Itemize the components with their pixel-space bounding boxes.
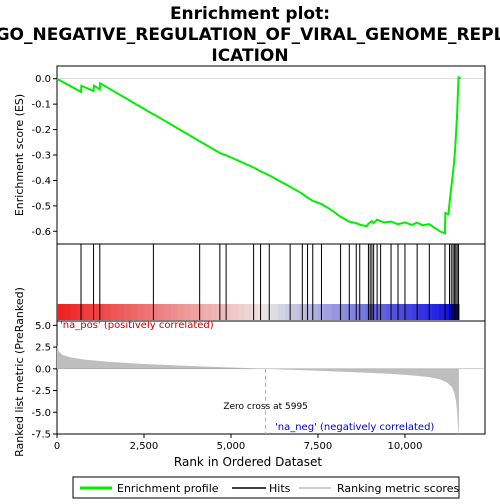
heatmap-segment [184,304,192,320]
heatmap-segment [298,304,306,320]
legend-enrichment-label: Enrichment profile [117,482,219,495]
heatmap-segment [137,304,145,320]
negative-correlation-label: 'na_neg' (negatively correlated) [275,422,434,433]
metric-area-path [57,345,459,434]
heatmap-segment [123,304,132,320]
x-tick-label: 10,000 [387,441,422,452]
heatmap-segment [231,304,239,320]
chart-title-line-2: GO_NEGATIVE_REGULATION_OF_VIRAL_GENOME_R… [0,25,500,45]
heatmap-segment [338,304,346,320]
heatmap-segment [311,304,319,320]
heatmap-segment [398,304,406,320]
heatmap-segment [237,304,246,320]
es-y-tick-label: -0.1 [31,100,51,111]
metric-y-tick-label: 2.5 [35,343,51,354]
es-y-axis-label: Enrichment score (ES) [13,94,26,216]
metric-y-axis-label: Ranked list metric (PreRanked) [13,287,26,457]
metric-panel-frame [56,320,486,435]
heatmap-segment [197,304,205,320]
heatmap-segment [130,304,138,320]
ranking-metric-area [57,345,485,434]
es-y-tick-label: -0.3 [31,151,51,162]
heatmap-segment [103,304,112,320]
rank-heatmap-bar [57,304,460,320]
heatmap-segment [324,304,333,320]
heatmap-segment [378,304,386,320]
heatmap-segment [150,304,159,320]
metric-y-tick-label: -7.5 [31,430,51,441]
es-y-tick-label: -0.6 [31,227,51,238]
chart-title-line-1: Enrichment plot: [170,4,330,24]
heatmap-segment [164,304,172,320]
enrichment-profile [56,76,485,235]
heatmap-segment [70,304,78,320]
heatmap-segment [110,304,118,320]
heatmap-segment [211,304,219,320]
heatmap-segment [244,304,252,320]
heatmap-segment [83,304,92,320]
zero-cross-label: Zero cross at 5995 [223,402,308,412]
metric-y-tick-label: -5.0 [31,408,51,419]
heatmap-segment [157,304,165,320]
metric-y-tick-label: -2.5 [31,386,51,397]
heatmap-segment [278,304,286,320]
es-panel-frame [56,65,486,245]
heatmap-segment [217,304,226,320]
x-tick-label: 7,500 [304,441,333,452]
heatmap-segment [63,304,71,320]
heatmap-segment [264,304,272,320]
metric-y-tick-label: 5.0 [35,321,51,332]
heatmap-segment [418,304,427,320]
heatmap-segment [144,304,152,320]
heatmap-segment [257,304,266,320]
heatmap-segment [371,304,380,320]
hit-markers [80,244,460,320]
heatmap-segment [170,304,179,320]
heatmap-segment [190,304,199,320]
x-axis: 0 2,500 5,000 7,500 10,000 [54,434,422,452]
x-tick-label: 2,500 [130,441,159,452]
x-axis-label: Rank in Ordered Dataset [174,455,322,469]
heatmap-segment [291,304,299,320]
metric-y-axis: 5.0 2.5 0.0 -2.5 -5.0 -7.5 [31,321,57,441]
es-y-tick-label: -0.5 [31,201,51,212]
es-y-tick-label: 0.0 [35,74,51,85]
x-tick-label: 0 [54,441,60,452]
heatmap-segment [97,304,105,320]
heatmap-segment [204,304,212,320]
chart-title-line-3: ICATION [211,46,288,66]
metric-y-tick-label: 0.0 [35,364,51,375]
heatmap-segment [405,304,413,320]
heatmap-segment [385,304,393,320]
heatmap-segment [57,304,65,320]
heatmap-segment [224,304,232,320]
heatmap-segment [284,304,293,320]
heatmap-segment [331,304,339,320]
legend-metric-label: Ranking metric scores [337,482,459,495]
es-y-tick-label: -0.4 [31,176,51,187]
heatmap-segment [90,304,98,320]
heatmap-segment [432,304,440,320]
legend-hits-label: Hits [269,482,291,495]
heatmap-segment [345,304,353,320]
heatmap-segment [271,304,279,320]
heatmap-segment [391,304,400,320]
heatmap-segment [304,304,313,320]
heatmap-segment [412,304,420,320]
heatmap-segment [177,304,185,320]
es-y-axis: 0.0 -0.1 -0.2 -0.3 -0.4 -0.5 -0.6 [31,74,57,238]
es-y-tick-label: -0.2 [31,125,51,136]
heatmap-segment [438,304,447,320]
enrichment-profile-line [56,76,461,235]
heatmap-segment [251,304,259,320]
x-tick-label: 5,000 [217,441,246,452]
heatmap-segment [117,304,125,320]
legend: Enrichment profile Hits Ranking metric s… [72,476,460,499]
heatmap-segment [358,304,366,320]
heatmap-segment [351,304,360,320]
positive-correlation-label: 'na_pos' (positively correlated) [60,320,214,331]
